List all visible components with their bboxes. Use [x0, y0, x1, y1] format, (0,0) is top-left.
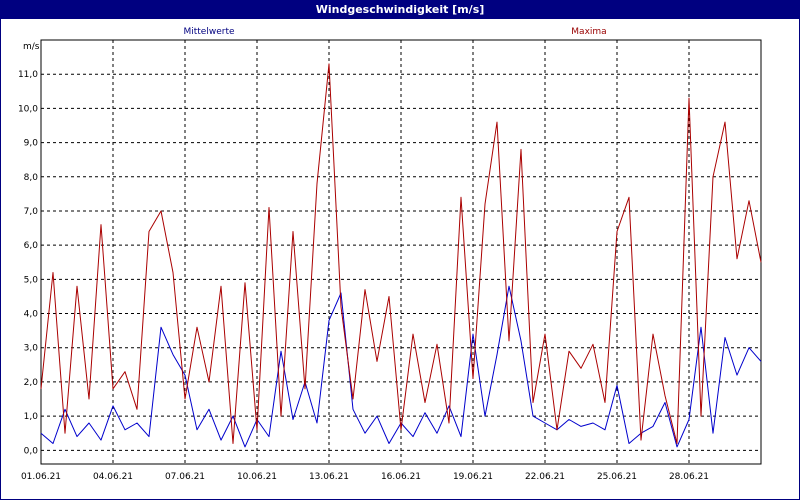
y-tick-label: 2,0 — [24, 378, 39, 388]
x-tick-label: 10.06.21 — [237, 472, 277, 482]
legend-maxima: Maxima — [571, 27, 606, 37]
y-tick-label: 3,0 — [24, 344, 39, 354]
legend-mittelwerte: Mittelwerte — [183, 27, 234, 37]
x-tick-label: 07.06.21 — [165, 472, 205, 482]
y-ticks: 0,0 1,0 2,0 3,0 4,0 5,0 6,0 7,0 8,0 9,0 10,0 11,0 — [18, 70, 38, 456]
x-tick-label: 16.06.21 — [381, 472, 421, 482]
x-tick-label: 28.06.21 — [669, 472, 709, 482]
y-tick-label: 1,0 — [24, 412, 39, 422]
x-tick-label: 04.06.21 — [93, 472, 133, 482]
y-tick-label: 4,0 — [24, 310, 39, 320]
y-tick-label: 10,0 — [18, 104, 38, 114]
y-tick-label: 9,0 — [24, 139, 39, 149]
y-tick-label: 5,0 — [24, 275, 39, 285]
y-tick-label: 8,0 — [24, 173, 39, 183]
x-tick-label: 19.06.21 — [453, 472, 493, 482]
series-layer — [40, 63, 762, 448]
chart-canvas: m/s Mittelwerte Maxima 0,0 1,0 2,0 3,0 4,0 5,… — [18, 27, 762, 482]
x-tick-label: 13.06.21 — [309, 472, 349, 482]
y-tick-label: 11,0 — [18, 70, 38, 80]
window-title: Windgeschwindigkeit [m/s] — [1, 1, 799, 19]
x-tick-label: 25.06.21 — [597, 472, 637, 482]
x-tick-label: 22.06.21 — [525, 472, 565, 482]
x-tick-label: 01.06.21 — [21, 472, 61, 482]
y-tick-label: 7,0 — [24, 207, 39, 217]
y-tick-label: 0,0 — [24, 446, 39, 456]
y-tick-label: 6,0 — [24, 241, 39, 251]
x-ticks: 01.06.21 04.06.21 07.06.21 10.06.21 13.06.21… — [21, 472, 709, 482]
series-line-maxima — [40, 63, 762, 444]
grid — [41, 40, 761, 464]
plot-frame — [40, 39, 762, 465]
y-axis-label: m/s — [23, 42, 40, 52]
